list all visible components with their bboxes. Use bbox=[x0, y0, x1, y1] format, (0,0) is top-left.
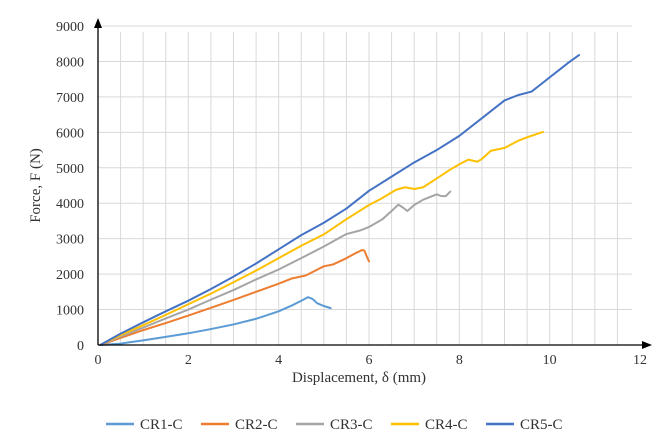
tick-layer: 0 1000 2000 3000 4000 5000 6000 7000 8000 9000 0 2 4… bbox=[56, 20, 647, 368]
x-tick-label: 6 bbox=[366, 353, 373, 368]
series-layer bbox=[99, 54, 581, 346]
legend-label: CR5-C bbox=[520, 417, 563, 433]
y-tick-label: 0 bbox=[77, 339, 84, 354]
grid-layer bbox=[98, 25, 632, 345]
x-tick-label: 8 bbox=[456, 353, 463, 368]
series-line-cr3-c bbox=[99, 190, 452, 346]
y-tick-label: 3000 bbox=[56, 233, 84, 248]
legend-label: CR3-C bbox=[330, 417, 373, 433]
y-tick-label: 2000 bbox=[56, 268, 84, 283]
x-tick-label: 10 bbox=[543, 353, 557, 368]
legend-label: CR1-C bbox=[140, 417, 183, 433]
axis-layer bbox=[94, 18, 652, 349]
y-tick-label: 4000 bbox=[56, 197, 84, 212]
x-tick-label: 4 bbox=[275, 353, 282, 368]
x-axis-title: Displacement, δ (mm) bbox=[292, 370, 426, 386]
series-line-cr4-c bbox=[99, 130, 544, 346]
series-line-cr2-c bbox=[99, 249, 370, 346]
legend: CR1-C CR2-C CR3-C CR4-C CR5-C bbox=[106, 417, 563, 433]
x-tick-label: 0 bbox=[95, 353, 102, 368]
y-axis-title: Force, F (N) bbox=[28, 148, 44, 223]
series-line-cr1-c bbox=[99, 296, 332, 346]
x-tick-label: 12 bbox=[633, 353, 647, 368]
y-tick-label: 8000 bbox=[56, 55, 84, 70]
y-tick-label: 9000 bbox=[56, 20, 84, 35]
legend-label: CR4-C bbox=[425, 417, 468, 433]
y-tick-label: 6000 bbox=[56, 126, 84, 141]
legend-label: CR2-C bbox=[235, 417, 278, 433]
x-axis-arrow bbox=[642, 341, 652, 349]
x-tick-label: 2 bbox=[185, 353, 192, 368]
series-line-cr5-c bbox=[99, 54, 581, 346]
y-axis-arrow bbox=[94, 18, 102, 28]
y-tick-label: 7000 bbox=[56, 91, 84, 106]
y-tick-label: 1000 bbox=[56, 304, 84, 319]
y-tick-label: 5000 bbox=[56, 162, 84, 177]
